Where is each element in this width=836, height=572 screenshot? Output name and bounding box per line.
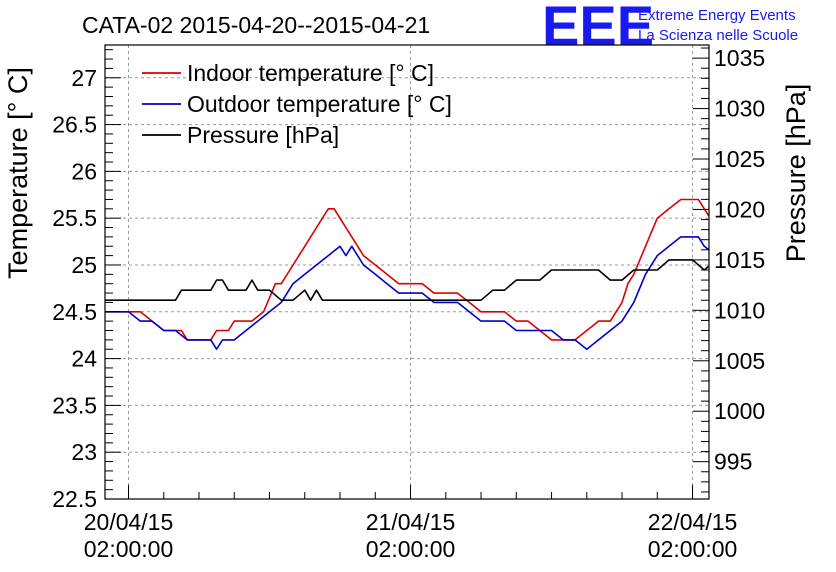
axes: 22.5 23 23.5 24 24.5 25 25.5 26 26.5 27 995 1000 100… bbox=[52, 45, 765, 562]
y-tick-label: 25 bbox=[71, 252, 97, 278]
chart-title: CATA-02 2015-04-20--2015-04-21 bbox=[82, 12, 430, 38]
y2-tick-label: 1030 bbox=[714, 96, 765, 122]
series-line-indoor bbox=[105, 198, 709, 341]
y2-tick-label: 1020 bbox=[714, 196, 765, 222]
y2-axis-title: Pressure [hPa] bbox=[781, 84, 811, 263]
x-tick-label-time: 02:00:00 bbox=[648, 536, 738, 562]
y-tick-label: 24 bbox=[71, 346, 97, 372]
eee-logo: EEE Extreme Energy Events La Scienza nel… bbox=[542, 0, 798, 57]
y2-tick-label: 1010 bbox=[714, 297, 765, 323]
logo-line-2: La Scienza nelle Scuole bbox=[638, 27, 798, 44]
series-layer bbox=[105, 198, 709, 351]
x-tick-label-time: 02:00:00 bbox=[366, 536, 456, 562]
y2-tick-label: 995 bbox=[714, 449, 752, 475]
plot-frame bbox=[104, 44, 710, 500]
y-tick-label: 23 bbox=[71, 439, 97, 465]
y2-tick-label: 1025 bbox=[714, 146, 765, 172]
logo-mark: EEE bbox=[542, 0, 654, 57]
y2-tick-label: 1035 bbox=[714, 45, 765, 71]
series-line-pressure bbox=[105, 259, 709, 302]
y-tick-label: 24.5 bbox=[52, 299, 97, 325]
y-tick-label: 26.5 bbox=[52, 112, 97, 138]
legend-label-outdoor: Outdoor temperature [° C] bbox=[187, 91, 452, 117]
legend-label-indoor: Indoor temperature [° C] bbox=[187, 60, 434, 86]
y-tick-label: 26 bbox=[71, 158, 97, 184]
y-tick-label: 23.5 bbox=[52, 392, 97, 418]
y2-tick-label: 1015 bbox=[714, 247, 765, 273]
x-tick-label-time: 02:00:00 bbox=[84, 536, 174, 562]
y2-tick-label: 1005 bbox=[714, 348, 765, 374]
x-tick-label-date: 21/04/15 bbox=[366, 509, 456, 535]
legend: Indoor temperature [° C] Outdoor temperat… bbox=[142, 60, 452, 148]
series-line-outdoor bbox=[105, 236, 709, 351]
y-tick-label: 27 bbox=[71, 65, 97, 91]
y-axis-title: Temperature [° C] bbox=[3, 67, 33, 279]
x-tick-label-date: 22/04/15 bbox=[648, 509, 738, 535]
y-tick-label: 25.5 bbox=[52, 205, 97, 231]
legend-label-pressure: Pressure [hPa] bbox=[187, 122, 339, 148]
x-tick-label-date: 20/04/15 bbox=[84, 509, 174, 535]
y-tick-label: 22.5 bbox=[52, 486, 97, 512]
logo-line-1: Extreme Energy Events bbox=[638, 7, 796, 24]
y2-tick-label: 1000 bbox=[714, 398, 765, 424]
